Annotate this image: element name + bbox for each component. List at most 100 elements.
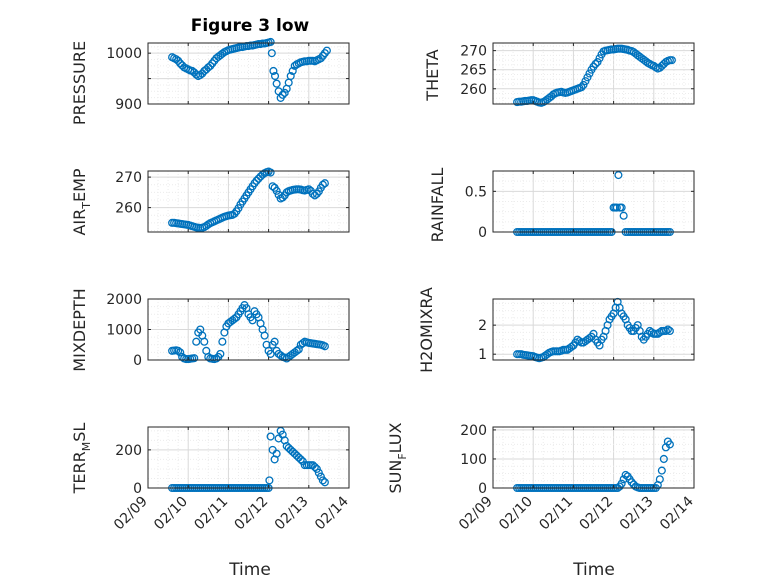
data-point [278, 90, 287, 99]
y-tick-label: 100 [460, 452, 487, 468]
y-axis-label: RAINFALL [428, 168, 447, 243]
data-point [230, 209, 239, 218]
data-point [288, 66, 297, 76]
data-point [614, 171, 623, 180]
y-tick-label: 0 [133, 353, 142, 369]
y-tick-label: 1000 [106, 46, 142, 62]
data-point [272, 449, 281, 458]
y-tick-label: 265 [460, 63, 487, 79]
y-tick-label: 200 [115, 443, 142, 459]
data-point [296, 455, 305, 464]
data-point [583, 73, 592, 82]
data-point [304, 185, 313, 194]
data-point [579, 80, 588, 89]
data-point [320, 478, 329, 487]
data-point [661, 326, 670, 336]
data-point [617, 479, 626, 488]
subplot-1: 260 265 270 THETA [423, 42, 695, 107]
figure-title: Figure 3 low [191, 16, 310, 36]
data-point [294, 345, 303, 354]
data-point [190, 354, 199, 363]
data-point [641, 57, 650, 66]
y-tick-label: 0 [133, 481, 142, 497]
y-axis-label: TERRMSL [70, 423, 93, 495]
data-point [260, 331, 269, 340]
data-point [212, 354, 221, 363]
data-point [252, 176, 261, 185]
data-point [318, 180, 327, 189]
y-tick-label: 0.5 [465, 184, 487, 200]
axes-box [147, 42, 350, 105]
y-tick-label: 0 [478, 481, 487, 497]
y-tick-label: 1 [478, 347, 487, 363]
data-point [663, 325, 672, 334]
y-tick-label: 200 [460, 423, 487, 439]
data-point [657, 466, 666, 475]
data-point [310, 462, 319, 472]
data-point [621, 470, 630, 479]
data-point [659, 454, 668, 464]
data-point [267, 49, 276, 58]
data-point [316, 472, 325, 481]
data-point [617, 203, 626, 212]
data-point [312, 464, 321, 473]
data-point [266, 432, 275, 441]
data-point [174, 346, 183, 355]
data-point [593, 58, 602, 67]
data-point [272, 186, 281, 195]
axes-box [492, 170, 695, 233]
y-tick-label: 1000 [106, 323, 142, 339]
subplot-3: 0 0.5 RAINFALL [428, 168, 695, 243]
axes-box [492, 426, 695, 489]
y-axis-label: SUNFLUX [386, 422, 409, 493]
data-point [196, 70, 205, 80]
y-tick-label: 2000 [106, 292, 142, 308]
data-point [320, 179, 329, 188]
axes-box [147, 170, 350, 233]
y-axis-label: AIRTEMP [70, 168, 93, 235]
data-point [200, 337, 209, 346]
data-point [266, 168, 275, 177]
data-point [292, 346, 301, 355]
data-point [172, 55, 181, 64]
data-point [192, 337, 201, 346]
data-point [619, 211, 628, 220]
y-tick-label: 260 [115, 201, 142, 217]
y-axis-label: THETA [423, 49, 442, 101]
data-point [612, 203, 621, 212]
data-point [298, 339, 307, 348]
y-axis-label: PRESSURE [70, 41, 89, 125]
data-point [665, 326, 674, 336]
subplot-0: 900 1000 PRESSURE [70, 37, 350, 125]
data-point [250, 179, 259, 188]
data-point [280, 88, 289, 97]
data-point [581, 77, 590, 86]
axes-box [492, 298, 695, 361]
data-point [218, 337, 227, 346]
data-point [320, 342, 329, 351]
data-point [655, 475, 664, 484]
data-point [265, 476, 274, 485]
subplot-5: 1 2 H2OMIXRA [417, 287, 695, 373]
data-point [270, 337, 279, 346]
data-point [266, 37, 275, 47]
y-axis-label: H2OMIXRA [417, 287, 436, 373]
data-point [665, 440, 674, 449]
axes-box [147, 426, 350, 489]
y-tick-label: 900 [115, 97, 142, 113]
data-point [268, 182, 277, 191]
y-tick-label: 270 [115, 170, 142, 186]
y-tick-label: 270 [460, 44, 487, 60]
data-point [627, 478, 636, 487]
data-point [577, 83, 586, 92]
data-point [290, 61, 299, 70]
data-point [269, 66, 278, 76]
data-point [322, 46, 331, 55]
subplot-2: 260 270 AIRTEMP [70, 167, 350, 236]
data-point [176, 348, 185, 357]
data-point [216, 349, 225, 358]
data-point [312, 189, 321, 198]
subplot-4: 0 1000 2000 MIXDEPTH [70, 288, 350, 372]
data-point [595, 54, 604, 63]
data-point [192, 70, 201, 79]
